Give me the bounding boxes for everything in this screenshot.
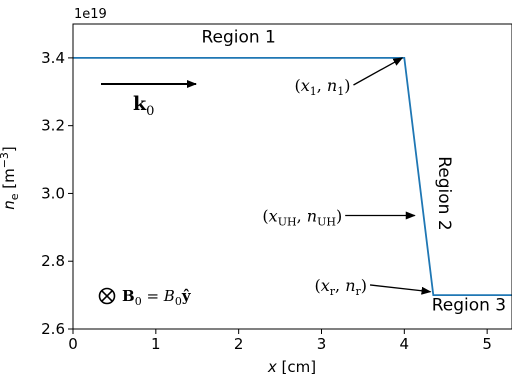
y-tick-label: 3.4 xyxy=(41,49,65,67)
x-tick-label: 5 xyxy=(482,335,492,353)
point-annotation: (x1, n1) xyxy=(294,76,350,98)
x-tick-label: 0 xyxy=(68,335,78,353)
region-label: Region 1 xyxy=(201,28,275,48)
y-tick-label: 3.2 xyxy=(41,117,65,135)
into-page-icon xyxy=(98,287,116,305)
y-axis-label: ne [m−3] xyxy=(0,146,21,210)
y-tick-label: 3.0 xyxy=(41,184,65,202)
magnetic-field-annotation: B0 = B0ŷ xyxy=(98,287,192,308)
x-axis-label: x [cm] xyxy=(267,358,316,376)
plot-marks: Region 1 Region 2 Region 3 (x1, n1) (xUH, nU… xyxy=(73,28,512,315)
wave-vector-label: k0 xyxy=(133,93,154,119)
x-axis: 0 1 2 3 4 5 xyxy=(68,329,492,353)
point-annotation: (xr, nr) xyxy=(315,276,368,298)
y-tick-label: 2.6 xyxy=(41,320,65,338)
region-label: Region 2 xyxy=(434,156,454,230)
point-annotation: (xUH, nUH) xyxy=(262,206,342,228)
density-profile-line xyxy=(73,57,512,297)
y-offset-label: 1e19 xyxy=(74,7,107,22)
y-tick-label: 2.8 xyxy=(41,252,65,270)
plot-frame xyxy=(72,23,512,330)
x-tick-label: 1 xyxy=(151,335,161,353)
annotation-arrow xyxy=(369,284,432,295)
magnetic-field-label: B0 = B0ŷ xyxy=(122,287,192,308)
y-axis: 2.6 2.8 3.0 3.2 3.4 xyxy=(41,49,73,338)
x-tick-label: 2 xyxy=(234,335,244,353)
x-tick-label: 4 xyxy=(400,335,410,353)
annotation-arrow xyxy=(353,57,404,86)
x-tick-label: 3 xyxy=(317,335,327,353)
region-label: Region 3 xyxy=(432,295,506,315)
